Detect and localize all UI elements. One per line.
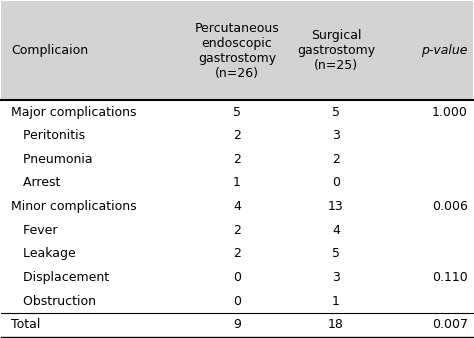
Text: 4: 4 <box>233 200 241 213</box>
Text: Major complications: Major complications <box>11 105 137 119</box>
Text: Complicaion: Complicaion <box>11 44 88 57</box>
Text: 1: 1 <box>332 295 340 308</box>
FancyBboxPatch shape <box>1 1 473 100</box>
Text: Fever: Fever <box>11 224 57 237</box>
Text: Total: Total <box>11 318 40 331</box>
Text: 2: 2 <box>233 224 241 237</box>
Text: 2: 2 <box>233 247 241 260</box>
Text: 2: 2 <box>233 153 241 166</box>
Text: 18: 18 <box>328 318 344 331</box>
Text: 0: 0 <box>233 271 241 284</box>
Text: Leakage: Leakage <box>11 247 75 260</box>
Text: 5: 5 <box>233 105 241 119</box>
Text: 4: 4 <box>332 224 340 237</box>
Text: 0.007: 0.007 <box>432 318 468 331</box>
Text: Pneumonia: Pneumonia <box>11 153 92 166</box>
Text: 5: 5 <box>332 247 340 260</box>
Text: 0: 0 <box>332 176 340 190</box>
Text: p-value: p-value <box>421 44 468 57</box>
Text: 0.110: 0.110 <box>432 271 468 284</box>
Text: 13: 13 <box>328 200 344 213</box>
Text: Displacement: Displacement <box>11 271 109 284</box>
Text: 5: 5 <box>332 105 340 119</box>
Text: Minor complications: Minor complications <box>11 200 137 213</box>
Text: 0: 0 <box>233 295 241 308</box>
Text: 3: 3 <box>332 129 340 142</box>
Text: 2: 2 <box>332 153 340 166</box>
Text: 0.006: 0.006 <box>432 200 468 213</box>
Text: 2: 2 <box>233 129 241 142</box>
Text: Obstruction: Obstruction <box>11 295 96 308</box>
Text: 1.000: 1.000 <box>432 105 468 119</box>
Text: 3: 3 <box>332 271 340 284</box>
Text: Arrest: Arrest <box>11 176 60 190</box>
Text: 9: 9 <box>233 318 241 331</box>
Text: Peritonitis: Peritonitis <box>11 129 85 142</box>
Text: Percutaneous
endoscopic
gastrostomy
(n=26): Percutaneous endoscopic gastrostomy (n=2… <box>195 22 279 80</box>
Text: 1: 1 <box>233 176 241 190</box>
Text: Surgical
gastrostomy
(n=25): Surgical gastrostomy (n=25) <box>297 29 375 72</box>
